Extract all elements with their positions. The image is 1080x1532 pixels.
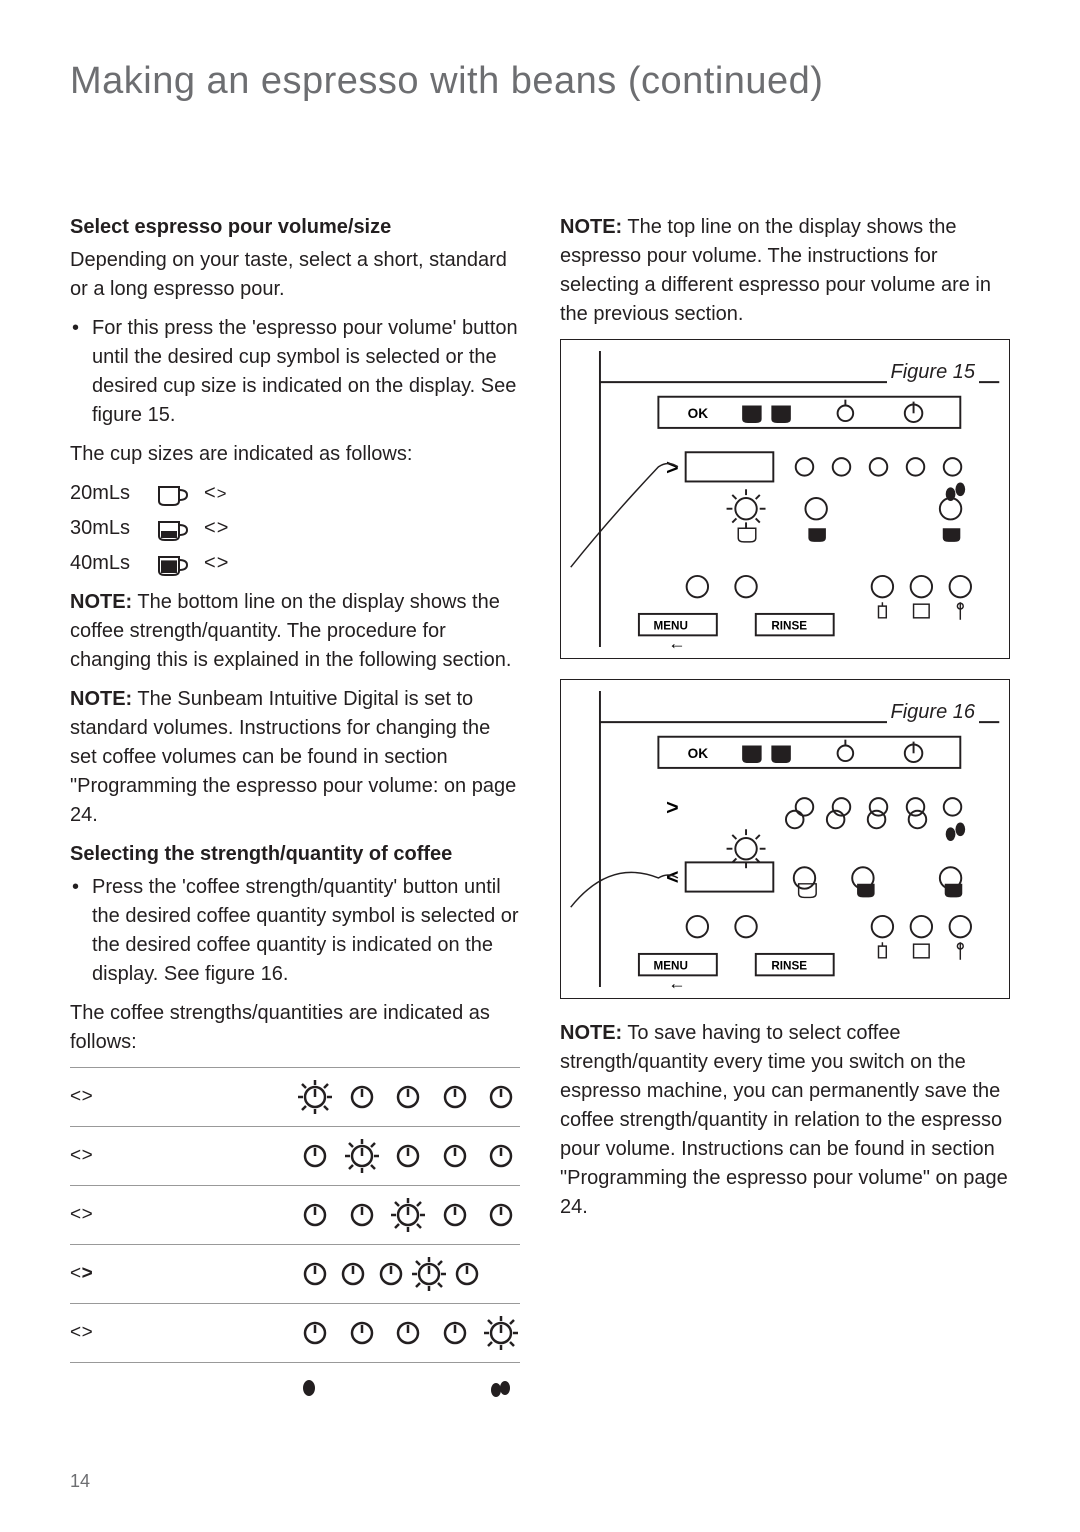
svg-text:OK: OK xyxy=(688,406,709,421)
strength-dots xyxy=(296,1314,520,1352)
svg-text:MENU: MENU xyxy=(654,620,688,633)
section1-head: Select espresso pour volume/size xyxy=(70,213,520,242)
figure-16: Figure 16 OK><MENURINSE← xyxy=(560,679,1010,999)
figure16-label: Figure 16 xyxy=(887,698,980,727)
dial-icon xyxy=(296,1137,334,1175)
dial-icon xyxy=(334,1255,372,1293)
dial-icon xyxy=(436,1196,474,1234)
beans-icon xyxy=(482,1369,520,1407)
dial-icon xyxy=(296,1255,334,1293)
dial-icon xyxy=(372,1255,410,1293)
section2-head: Selecting the strength/quantity of coffe… xyxy=(70,840,520,869)
dial-icon xyxy=(482,1137,520,1175)
note-label: NOTE: xyxy=(560,1022,622,1044)
dial-icon xyxy=(389,1196,427,1234)
strength-label: <> xyxy=(70,1083,290,1111)
strength-row: <> xyxy=(70,1127,520,1186)
section2-bullets: Press the 'coffee strength/quantity' but… xyxy=(70,873,520,989)
strength-row: <> xyxy=(70,1068,520,1127)
strength-dots xyxy=(296,1078,520,1116)
strength-footer xyxy=(70,1363,520,1407)
figure15-svg: OK > MENU RINSE ← xyxy=(561,340,1009,658)
svg-text:←: ← xyxy=(668,633,686,653)
right-column: NOTE: The top line on the display shows … xyxy=(560,213,1010,1407)
cup-icon xyxy=(154,551,190,577)
figure-15: Figure 15 OK > MENU RINSE ← xyxy=(560,339,1010,659)
note3: NOTE: The top line on the display shows … xyxy=(560,213,1010,329)
dial-icon xyxy=(389,1137,427,1175)
strength-row: <> xyxy=(70,1304,520,1363)
dial-icon xyxy=(389,1314,427,1352)
note4: NOTE: To save having to select coffee st… xyxy=(560,1019,1010,1222)
note1-text: The bottom line on the display shows the… xyxy=(70,591,511,671)
strength-row: <> xyxy=(70,1245,520,1304)
note3-text: The top line on the display shows the es… xyxy=(560,216,991,325)
dial-icon xyxy=(296,1314,334,1352)
section1-intro: Depending on your taste, select a short,… xyxy=(70,246,520,304)
cup-ml: 20mLs xyxy=(70,479,140,508)
dial-icon xyxy=(343,1196,381,1234)
svg-text:>: > xyxy=(666,456,679,480)
cup-icon xyxy=(154,516,190,542)
note4-text: To save having to select coffee strength… xyxy=(560,1022,1008,1218)
note-label: NOTE: xyxy=(70,688,132,710)
strength-dots xyxy=(296,1196,520,1234)
dial-icon xyxy=(343,1314,381,1352)
cup-ml: 30mLs xyxy=(70,514,140,543)
dial-icon xyxy=(482,1314,520,1352)
strength-label: <> xyxy=(70,1142,290,1170)
strength-intro: The coffee strengths/quantities are indi… xyxy=(70,999,520,1057)
strength-row: <> xyxy=(70,1186,520,1245)
svg-text:>: > xyxy=(666,796,679,820)
cup-row: 30mLs <> xyxy=(70,514,520,543)
dial-icon xyxy=(343,1078,381,1116)
svg-text:←: ← xyxy=(668,973,686,993)
figure15-label: Figure 15 xyxy=(887,358,980,387)
section1-bullets: For this press the 'espresso pour volume… xyxy=(70,314,520,430)
dial-icon xyxy=(482,1078,520,1116)
strength-dots xyxy=(296,1255,486,1293)
bean-icon xyxy=(290,1369,328,1407)
strength-table: <> <> xyxy=(70,1067,520,1363)
svg-text:MENU: MENU xyxy=(654,960,688,973)
cup-label: <> xyxy=(204,514,229,543)
strength-dots xyxy=(296,1137,520,1175)
dial-icon xyxy=(436,1314,474,1352)
cup-label: <> xyxy=(204,549,229,578)
page-title: Making an espresso with beans (continued… xyxy=(70,60,1010,103)
cup-row: 40mLs <> xyxy=(70,549,520,578)
page-number: 14 xyxy=(70,1471,90,1492)
svg-text:RINSE: RINSE xyxy=(771,960,807,973)
note-label: NOTE: xyxy=(70,591,132,613)
cup-icon xyxy=(154,481,190,507)
dial-icon xyxy=(343,1137,381,1175)
note1: NOTE: The bottom line on the display sho… xyxy=(70,588,520,675)
content-columns: Select espresso pour volume/size Dependi… xyxy=(70,213,1010,1407)
dial-icon xyxy=(436,1137,474,1175)
dial-icon xyxy=(448,1255,486,1293)
strength-label: <> xyxy=(70,1319,290,1347)
note2-text: The Sunbeam Intuitive Digital is set to … xyxy=(70,688,516,826)
svg-text:RINSE: RINSE xyxy=(771,620,807,633)
dial-icon xyxy=(482,1196,520,1234)
figure16-svg: OK><MENURINSE← xyxy=(561,680,1009,998)
strength-label: <> xyxy=(70,1201,290,1229)
cup-row: 20mLs <> xyxy=(70,479,520,508)
note-label: NOTE: xyxy=(560,216,622,238)
cup-table: 20mLs <>30mLs <>40mLs <> xyxy=(70,479,520,578)
dial-icon xyxy=(436,1078,474,1116)
cup-intro: The cup sizes are indicated as follows: xyxy=(70,440,520,469)
cup-ml: 40mLs xyxy=(70,549,140,578)
dial-icon xyxy=(389,1078,427,1116)
section1-bullet: For this press the 'espresso pour volume… xyxy=(70,314,520,430)
section2-bullet: Press the 'coffee strength/quantity' but… xyxy=(70,873,520,989)
cup-label: <> xyxy=(204,479,227,508)
dial-icon xyxy=(296,1078,334,1116)
left-column: Select espresso pour volume/size Dependi… xyxy=(70,213,520,1407)
svg-text:OK: OK xyxy=(688,746,709,761)
strength-label: <> xyxy=(70,1260,290,1288)
note2: NOTE: The Sunbeam Intuitive Digital is s… xyxy=(70,685,520,830)
dial-icon xyxy=(410,1255,448,1293)
dial-icon xyxy=(296,1196,334,1234)
